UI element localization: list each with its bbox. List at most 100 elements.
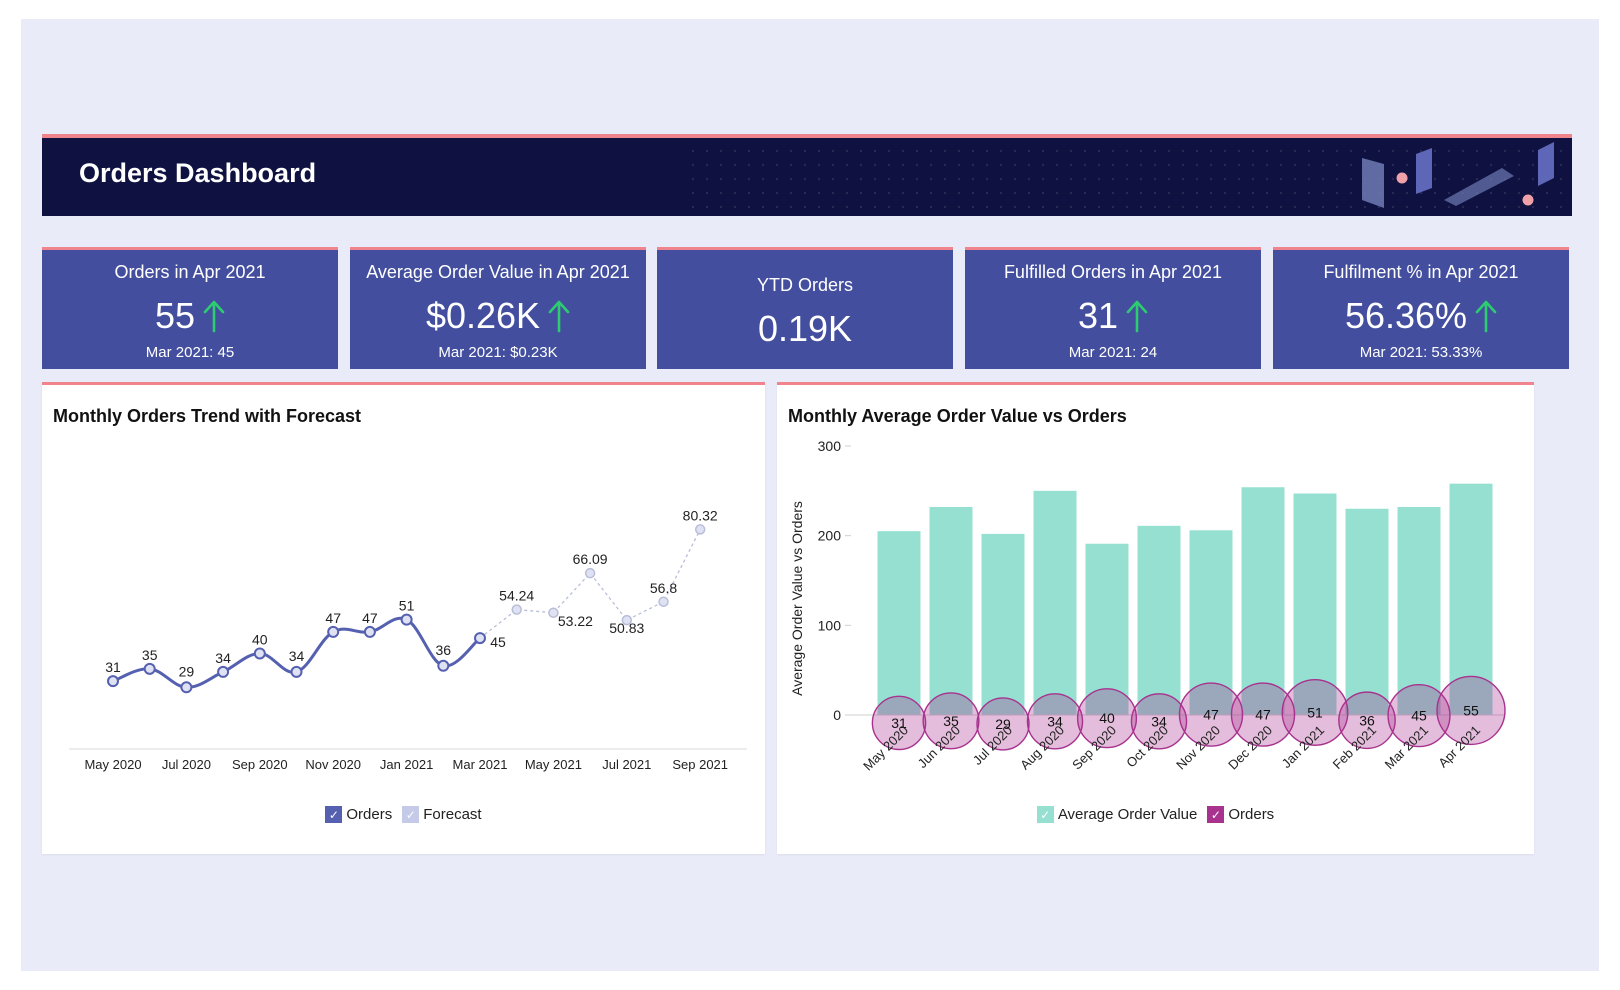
orders-data-label: 45	[490, 634, 506, 650]
average-order-value-bar[interactable]	[1345, 508, 1389, 715]
kpi-orders-value: 55	[154, 295, 196, 336]
y-tick-label: 200	[818, 528, 842, 544]
kpi-fulfilment-percent-title: Fulfilment % in Apr 2021	[1323, 262, 1519, 282]
orders-bubble[interactable]	[1281, 679, 1349, 746]
orders-data-label: 51	[399, 598, 415, 614]
average-order-value-bar[interactable]	[1033, 490, 1077, 715]
aov-vs-orders-chart: 0 100 200 300 Average Order Value vs Orders 3…	[789, 438, 1506, 773]
forecast-point[interactable]	[548, 607, 559, 619]
checkbox-checked-icon[interactable]: ✓	[1207, 806, 1225, 823]
forecast-data-label: 54.24	[499, 588, 534, 604]
orders-bubble[interactable]	[1026, 693, 1084, 750]
orders-trend-chart: May 2020 Jul 2020 Sep 2020 Nov 2020 Jan 2021…	[69, 507, 747, 772]
orders-point[interactable]	[327, 625, 340, 638]
legend-label-forecast: Forecast	[423, 806, 482, 823]
kpi-fulfilled-orders-card[interactable]: Fulfilled Orders in Apr 2021 31 Mar 2021: …	[965, 247, 1261, 369]
orders-point[interactable]	[363, 625, 376, 638]
kpi-ytd-orders-value: 0.19K	[757, 308, 853, 349]
average-order-value-bar[interactable]	[929, 506, 973, 715]
orders-point[interactable]	[180, 681, 193, 694]
orders-bubble[interactable]	[976, 697, 1030, 751]
y-tick-label: 100	[818, 617, 842, 633]
kpi-orders-card[interactable]: Orders in Apr 2021 55 Mar 2021: 45	[42, 247, 338, 369]
orders-point[interactable]	[474, 632, 486, 645]
orders-point[interactable]	[143, 662, 156, 675]
orders-bubble[interactable]	[922, 692, 980, 750]
legend-label-orders: Orders	[346, 806, 393, 823]
checkbox-checked-icon[interactable]: ✓	[402, 806, 420, 823]
aov-vs-orders-legend: ✓ Average Order Value ✓ Orders	[777, 806, 1534, 823]
orders-bubble-label: 55	[1463, 702, 1479, 718]
kpi-average-order-value-comparison: Mar 2021: $0.23K	[438, 344, 558, 361]
orders-bubble[interactable]	[1387, 683, 1451, 748]
forecast-point[interactable]	[584, 567, 596, 579]
orders-bubble[interactable]	[871, 695, 927, 751]
orders-point[interactable]	[290, 665, 303, 678]
legend-item-forecast[interactable]: ✓ Forecast	[402, 806, 482, 823]
x-tick-label: Nov 2020	[305, 757, 361, 772]
x-tick-label: May 2020	[84, 757, 141, 772]
forecast-point[interactable]	[658, 596, 669, 608]
forecast-point[interactable]	[694, 524, 706, 535]
orders-trend-title: Monthly Orders Trend with Forecast	[53, 406, 362, 426]
forecast-data-label: 66.09	[573, 551, 608, 567]
orders-trend-legend: ✓ Orders ✓ Forecast	[42, 806, 765, 823]
orders-data-label: 47	[362, 610, 378, 626]
orders-bubble[interactable]	[1436, 675, 1506, 746]
header-decoration-graphic	[1362, 142, 1554, 208]
legend-label-orders: Orders	[1228, 806, 1275, 823]
orders-point[interactable]	[217, 665, 230, 678]
legend-label-average-order-value: Average Order Value	[1057, 806, 1198, 823]
orders-bubble-label: 45	[1411, 708, 1427, 724]
orders-bubble-label: 47	[1255, 707, 1271, 723]
legend-item-orders[interactable]: ✓ Orders	[1207, 806, 1274, 823]
x-tick-label: Jul 2021	[602, 757, 651, 772]
checkbox-checked-icon[interactable]: ✓	[1036, 806, 1054, 823]
orders-point[interactable]	[253, 647, 266, 660]
kpi-ytd-orders-card[interactable]: YTD Orders 0.19K	[657, 247, 953, 369]
kpi-fulfilment-percent-card[interactable]: Fulfilment % in Apr 2021 56.36% Mar 2021: …	[1273, 247, 1569, 369]
forecast-point[interactable]	[621, 614, 633, 626]
legend-item-orders[interactable]: ✓ Orders	[325, 806, 392, 823]
orders-data-label: 40	[252, 631, 268, 647]
average-order-value-bar[interactable]	[1189, 530, 1233, 715]
orders-bubble-label: 29	[995, 716, 1011, 732]
orders-bubble[interactable]	[1230, 682, 1296, 747]
orders-point[interactable]	[107, 675, 119, 688]
checkbox-checked-icon[interactable]: ✓	[325, 806, 343, 823]
average-order-value-bar[interactable]	[1293, 493, 1337, 715]
orders-point[interactable]	[437, 659, 450, 672]
average-order-value-bar[interactable]	[1241, 487, 1285, 715]
orders-bubble-label: 51	[1307, 704, 1323, 720]
aov-vs-orders-panel: Monthly Average Order Value vs Orders 0 1…	[777, 382, 1534, 854]
kpi-fulfilled-orders-value-row: 31	[965, 295, 1261, 337]
kpi-average-order-value-value-row: $0.26K	[350, 295, 646, 337]
orders-point[interactable]	[400, 613, 413, 626]
x-tick-label: May 2021	[525, 757, 582, 772]
kpi-average-order-value-value: $0.26K	[425, 295, 541, 336]
x-tick-label: Jan 2021	[380, 757, 434, 772]
arrow-up-icon	[1126, 300, 1148, 333]
kpi-orders-value-row: 55	[42, 295, 338, 337]
average-order-value-bar[interactable]	[1137, 525, 1181, 715]
kpi-ytd-orders-title: YTD Orders	[756, 275, 853, 295]
orders-data-label: 35	[142, 647, 158, 663]
orders-bubble[interactable]	[1076, 688, 1138, 749]
average-order-value-bar[interactable]	[981, 533, 1025, 715]
kpi-fulfilment-percent-comparison: Mar 2021: 53.33%	[1359, 344, 1483, 361]
average-order-value-bar[interactable]	[877, 531, 921, 715]
orders-bubble[interactable]	[1178, 682, 1244, 747]
arrow-up-icon	[548, 300, 570, 333]
orders-trend-panel: Monthly Orders Trend with Forecast May 2…	[42, 382, 765, 854]
kpi-fulfilled-orders-comparison: Mar 2021: 24	[1068, 344, 1158, 361]
arrow-up-icon	[1475, 300, 1497, 333]
orders-bubble[interactable]	[1130, 693, 1188, 750]
legend-item-average-order-value[interactable]: ✓ Average Order Value	[1036, 806, 1198, 823]
forecast-data-label: 50.83	[609, 620, 644, 636]
y-tick-label: 300	[818, 438, 842, 454]
average-order-value-bar[interactable]	[1397, 506, 1441, 715]
kpi-average-order-value-card[interactable]: Average Order Value in Apr 2021 $0.26K Mar…	[350, 247, 646, 369]
orders-bubble[interactable]	[1338, 691, 1396, 750]
forecast-point[interactable]	[511, 604, 522, 615]
average-order-value-bar[interactable]	[1085, 543, 1129, 715]
